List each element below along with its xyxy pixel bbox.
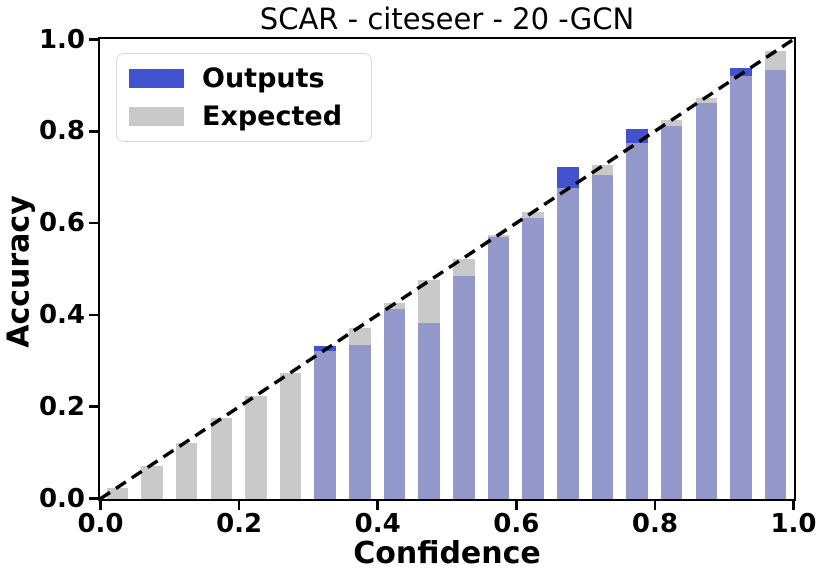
bar-overlap	[695, 103, 718, 499]
bar-overlap	[314, 351, 336, 499]
x-tick-label: 0.4	[354, 509, 401, 539]
chart-title: SCAR - citeseer - 20 -GCN	[259, 2, 635, 36]
bars-layer	[100, 39, 794, 499]
bar-overlap	[383, 309, 406, 499]
y-axis-label: Accuracy	[1, 195, 37, 348]
bar-expected-excess	[695, 97, 718, 104]
x-tick	[99, 501, 102, 510]
bar-expected-excess	[453, 259, 475, 277]
bar-expected-excess	[591, 165, 614, 175]
x-tick	[792, 501, 795, 510]
bar-expected-excess	[349, 327, 371, 346]
bar-outputs-excess	[730, 67, 752, 76]
bar-expected-excess	[245, 396, 267, 499]
y-tick	[89, 313, 98, 317]
bar-overlap	[522, 218, 544, 499]
y-tick-label: 0.0	[38, 483, 85, 514]
x-tick-label: 0.6	[493, 509, 540, 539]
bar-overlap	[453, 276, 475, 499]
x-tick-label: 0.8	[631, 509, 678, 539]
bar-overlap	[557, 187, 579, 499]
bar-expected-excess	[660, 119, 683, 127]
y-tick-label: 0.4	[38, 299, 85, 330]
x-tick	[515, 501, 518, 510]
y-tick-label: 0.6	[38, 208, 85, 239]
bar-overlap	[487, 237, 510, 499]
diagonal-line	[100, 39, 794, 499]
legend-label-expected: Expected	[202, 100, 343, 132]
bar-expected-excess	[279, 373, 302, 499]
x-tick	[653, 501, 657, 510]
bar-outputs-excess	[557, 166, 579, 188]
bar-expected-excess	[106, 487, 129, 499]
y-tick	[89, 130, 98, 133]
y-tick	[89, 405, 98, 408]
y-tick-label: 1.0	[38, 24, 85, 55]
bar-overlap	[418, 323, 440, 499]
y-tick	[89, 221, 98, 225]
legend: Outputs Expected	[116, 53, 372, 143]
bar-overlap	[730, 75, 752, 499]
outputs-swatch	[129, 69, 184, 89]
bar-overlap	[764, 70, 787, 499]
x-axis-label: Confidence	[353, 536, 541, 571]
bar-expected-excess	[383, 303, 406, 310]
x-tick-label: 0.2	[216, 509, 263, 539]
y-tick-label: 0.2	[38, 391, 85, 422]
legend-entry-expected: Expected	[129, 100, 357, 132]
x-tick-label: 0.0	[77, 509, 124, 539]
bar-overlap	[591, 174, 614, 499]
x-tick	[237, 501, 241, 510]
plot-area	[98, 37, 796, 501]
x-tick-label: 1.0	[770, 509, 817, 539]
y-tick	[89, 38, 98, 41]
x-tick	[376, 501, 379, 510]
y-tick	[89, 497, 98, 500]
bar-expected-excess	[418, 280, 440, 324]
bar-expected-excess	[175, 442, 198, 499]
bar-overlap	[626, 143, 648, 499]
bar-expected-excess	[141, 465, 163, 499]
bar-overlap	[349, 345, 371, 499]
y-tick-label: 0.8	[38, 116, 85, 147]
legend-entry-outputs: Outputs	[129, 64, 357, 94]
expected-swatch	[129, 107, 184, 127]
bar-expected-excess	[210, 417, 232, 499]
bar-overlap	[660, 126, 683, 499]
legend-label-outputs: Outputs	[202, 63, 325, 94]
bar-expected-excess	[522, 212, 544, 219]
